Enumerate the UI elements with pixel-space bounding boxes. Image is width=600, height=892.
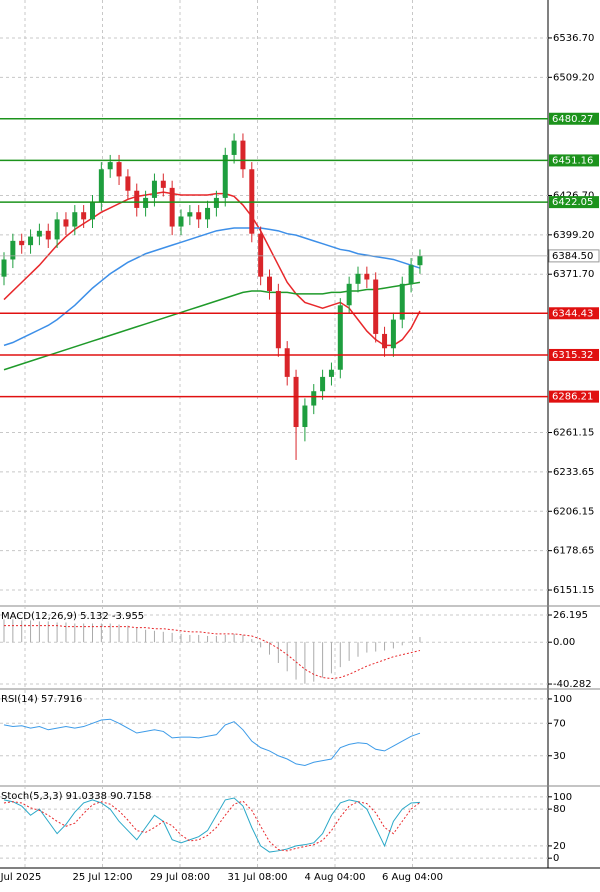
- y-tick-label: 6151.15: [553, 585, 594, 596]
- candle-body: [28, 236, 34, 246]
- y-tick-label: 80: [553, 804, 566, 815]
- y-tick-label: 0: [553, 853, 559, 864]
- candle-body: [258, 233, 264, 277]
- candle-body: [178, 216, 184, 227]
- y-tick-label: 100: [553, 694, 572, 705]
- y-tick-label: 26.195: [553, 610, 588, 621]
- price-level-label: 6315.32: [552, 350, 593, 361]
- indicator-title: RSI(14) 57.7916: [1, 694, 82, 705]
- last-price-tag: [548, 249, 600, 263]
- candle-body: [284, 348, 290, 377]
- candle-body: [1, 259, 7, 277]
- candle-body: [151, 180, 157, 198]
- y-tick-label: 6178.65: [553, 546, 594, 557]
- candle-body: [222, 154, 228, 198]
- candle-body: [364, 273, 370, 280]
- candle-body: [240, 140, 246, 170]
- time-label: 23 Jul 2025: [0, 872, 41, 883]
- candle-body: [205, 207, 211, 220]
- y-tick-label: 30: [553, 751, 566, 762]
- candle-body: [293, 376, 299, 428]
- price-level-tag: [549, 390, 599, 403]
- indicator-title: Stoch(5,3,3) 91.0338 90.7158: [1, 791, 152, 802]
- indicator-title: MACD(12,26,9) 5.132 -3.955: [1, 611, 144, 622]
- y-tick-label: 6371.70: [553, 269, 594, 280]
- price-level-tag: [549, 154, 599, 167]
- candle-body: [160, 180, 166, 188]
- candle-body: [311, 391, 317, 406]
- y-tick-label: 6206.15: [553, 506, 594, 517]
- candle-body: [275, 290, 281, 349]
- candle-body: [355, 273, 361, 284]
- price-level-tag: [549, 307, 599, 320]
- candle-body: [54, 219, 60, 240]
- price-level-label: 6422.05: [552, 197, 593, 208]
- price-level-label: 6286.21: [552, 392, 593, 403]
- candle-body: [302, 405, 308, 428]
- candle-body: [417, 255, 423, 266]
- y-tick-label: 100: [553, 792, 572, 803]
- price-level-tag: [549, 196, 599, 209]
- candle-body: [134, 190, 140, 208]
- candle-body: [98, 169, 104, 203]
- oscillator-line: [3, 797, 420, 853]
- y-tick-label: 6426.70: [553, 190, 594, 201]
- candle-body: [320, 376, 326, 392]
- candle-body: [373, 279, 379, 334]
- candle-body: [390, 319, 396, 349]
- time-label: 25 Jul 12:00: [73, 872, 133, 883]
- candle-body: [72, 212, 78, 227]
- candle-body: [45, 230, 51, 240]
- candle-body: [408, 265, 414, 284]
- candle-body: [19, 240, 25, 246]
- candle-body: [399, 283, 405, 320]
- y-tick-label: 6233.65: [553, 467, 594, 478]
- candle-body: [231, 140, 237, 155]
- price-level-label: 6344.43: [552, 308, 593, 319]
- candle-body: [213, 197, 219, 208]
- y-tick-label: 6399.20: [553, 230, 594, 241]
- y-tick-label: 70: [553, 718, 566, 729]
- time-label: 31 Jul 08:00: [228, 872, 288, 883]
- moving-average: [3, 191, 421, 347]
- price-level-label: 6480.27: [552, 114, 593, 125]
- price-level-tag: [549, 348, 599, 361]
- candle-body: [169, 187, 175, 227]
- y-tick-label: -40.282: [553, 679, 592, 690]
- y-tick-label: 6509.20: [553, 72, 594, 83]
- candle-body: [328, 369, 334, 377]
- candle-body: [81, 212, 87, 220]
- y-tick-label: 6261.15: [553, 428, 594, 439]
- candle-body: [187, 212, 193, 217]
- candle-body: [267, 276, 272, 291]
- time-label: 29 Jul 08:00: [150, 872, 210, 883]
- candle-body: [382, 333, 388, 349]
- candle-body: [125, 176, 131, 191]
- price-level-label: 6451.16: [552, 155, 593, 166]
- y-tick-label: 20: [553, 841, 566, 852]
- candle-body: [143, 197, 149, 208]
- price-level-tag: [549, 112, 599, 125]
- candle-body: [10, 240, 16, 260]
- time-label: 6 Aug 04:00: [382, 872, 443, 883]
- candle-body: [116, 162, 122, 177]
- candle-body: [63, 219, 69, 227]
- y-tick-label: 6536.70: [553, 33, 594, 44]
- candle-body: [196, 212, 202, 220]
- candle-body: [90, 202, 95, 220]
- candle-body: [107, 162, 113, 170]
- oscillator-line: [3, 718, 421, 767]
- candle-body: [346, 283, 352, 306]
- signal-line: [4, 625, 421, 680]
- candle-body: [337, 305, 343, 370]
- candle-body: [36, 230, 42, 237]
- y-tick-label: 0.00: [553, 637, 575, 648]
- moving-average: [3, 227, 421, 347]
- last-price-label: 6384.50: [552, 251, 593, 262]
- time-label: 4 Aug 04:00: [304, 872, 365, 883]
